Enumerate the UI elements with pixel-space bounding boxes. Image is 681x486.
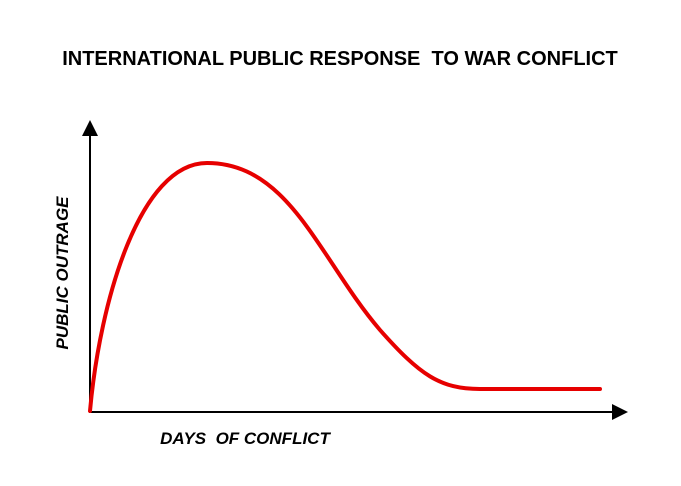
y-axis-label: PUBLIC OUTRAGE [53, 196, 72, 350]
x-axis-label: DAYS OF CONFLICT [160, 429, 331, 448]
title: INTERNATIONAL PUBLIC RESPONSE TO WAR CON… [62, 48, 618, 70]
x-axis-arrow [612, 404, 628, 420]
y-axis-arrow [82, 120, 98, 136]
response-curve [88, 160, 602, 413]
